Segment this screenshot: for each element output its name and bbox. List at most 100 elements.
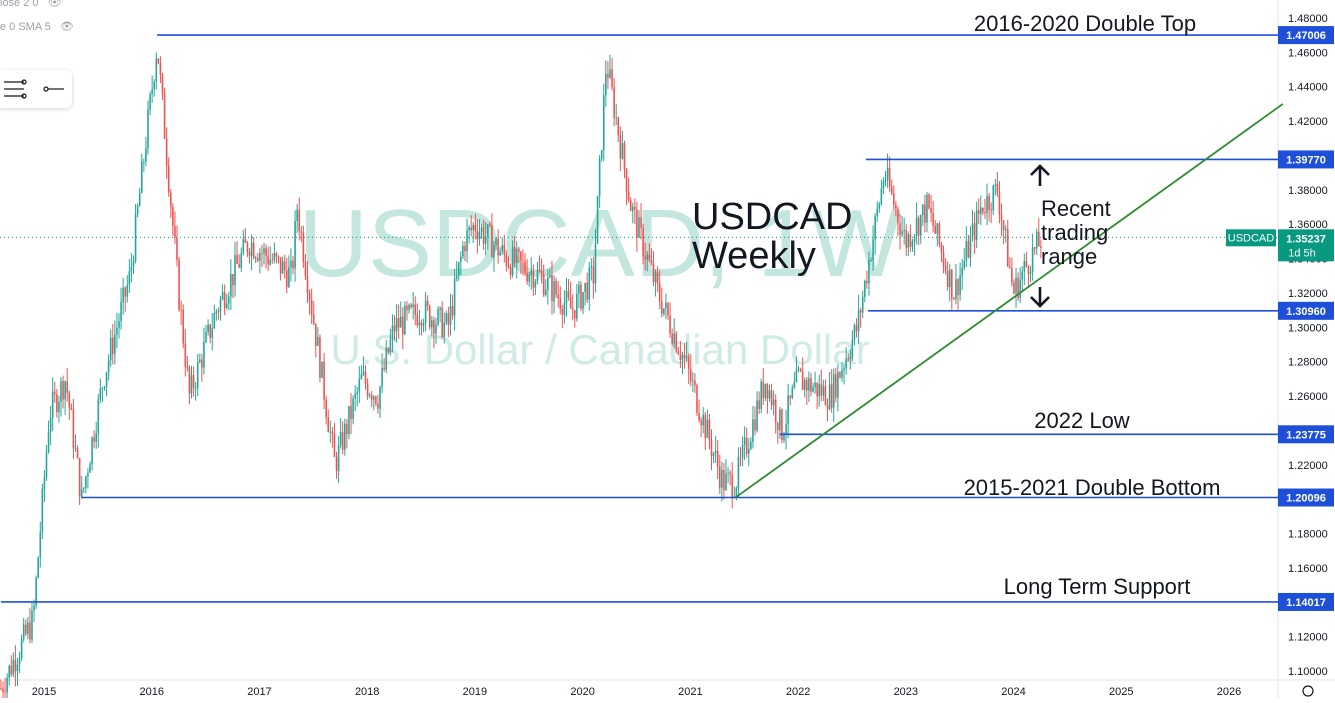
candle-body (507, 265, 510, 267)
candle-body (62, 381, 64, 400)
y-tick-label: 1.16000 (1288, 563, 1328, 575)
eye-off-icon[interactable]: 👁 (47, 0, 62, 9)
candle-body (424, 300, 427, 324)
candle-body (689, 368, 692, 382)
watermark-description: U.S. Dollar / Canadian Dollar (330, 326, 869, 373)
candle-body (130, 266, 133, 272)
candle-body (60, 381, 62, 402)
candle-body (747, 449, 750, 454)
candle-body (445, 313, 448, 323)
candle-body (942, 252, 945, 266)
candle-body (453, 278, 456, 316)
candle-body (586, 282, 588, 300)
level-annotation-label: 2016-2020 Double Top (974, 11, 1196, 36)
candle-body (948, 269, 951, 288)
candle-body (571, 308, 574, 311)
candle-body (18, 658, 21, 665)
candle-body (431, 320, 433, 328)
candle-body (6, 677, 8, 693)
settings-icon[interactable] (1302, 685, 1314, 697)
candle-body (994, 184, 997, 186)
candle-body (940, 244, 943, 253)
candle-body (843, 368, 845, 371)
candle-body (642, 227, 644, 257)
candle-body (370, 395, 373, 400)
candle-body (617, 117, 620, 136)
candle-body (236, 255, 238, 264)
candle-body (395, 317, 398, 332)
candle-body (472, 224, 475, 231)
candle-body (360, 374, 363, 380)
candle-body (644, 256, 647, 260)
candle-body (159, 63, 162, 75)
candle-body (225, 303, 228, 308)
candle-body (499, 251, 501, 256)
candle-body (24, 624, 27, 634)
candle-body (470, 227, 472, 231)
y-tick-label: 1.30000 (1288, 322, 1328, 334)
candle-body (762, 381, 765, 399)
candle-body (234, 255, 236, 286)
candle-body (93, 437, 95, 442)
candle-body (207, 324, 209, 332)
candle-body (215, 311, 218, 314)
candle-body (321, 361, 323, 378)
candle-body (793, 382, 796, 388)
candle-body (126, 285, 129, 297)
candle-body (397, 317, 400, 328)
candle-body (551, 275, 553, 302)
candle-body (884, 179, 887, 182)
candle-body (980, 207, 982, 214)
candle-body (656, 272, 659, 284)
candlestick-series (0, 52, 1042, 703)
candle-body (10, 665, 13, 675)
object-tree-icon[interactable] (4, 79, 27, 99)
candle-body (634, 206, 636, 210)
candle-body (567, 290, 570, 298)
candle-body (408, 304, 410, 311)
eye-off-icon[interactable]: 👁 (59, 21, 74, 33)
candle-body (795, 369, 798, 383)
candle-body (735, 488, 738, 497)
candle-body (675, 333, 678, 352)
candle-body (965, 241, 968, 261)
candle-body (252, 242, 255, 259)
trendline[interactable] (735, 103, 1284, 499)
candle-body (853, 325, 856, 340)
candle-body (418, 322, 421, 326)
candle-body (1021, 271, 1024, 280)
line-tool-icon[interactable] (43, 86, 64, 92)
candle-body (849, 357, 852, 360)
candle-body (590, 266, 593, 268)
candle-body (859, 310, 862, 313)
candle-body (261, 253, 263, 254)
candle-body (37, 557, 39, 578)
candle-body (532, 270, 535, 288)
candle-body (288, 267, 290, 287)
candle-body (111, 337, 114, 355)
candle-body (625, 169, 628, 193)
candle-body (905, 230, 908, 248)
candle-body (230, 274, 232, 297)
candle-body (460, 256, 462, 263)
candle-body (31, 610, 33, 640)
candle-body (700, 420, 702, 426)
current-price-label: 1.35237 (1286, 233, 1326, 245)
candle-body (205, 331, 207, 342)
candle-body (484, 236, 487, 244)
candle-body (992, 185, 995, 211)
candle-body (190, 375, 193, 394)
candle-body (51, 391, 54, 418)
candle-body (192, 375, 195, 388)
candle-body (298, 209, 301, 232)
candle-body (286, 270, 288, 287)
candle-body (911, 241, 914, 247)
chart-title-line-1: USDCAD (692, 196, 852, 238)
arrow-up-icon (1030, 164, 1050, 186)
candle-body (0, 688, 2, 689)
candle-body (120, 301, 122, 322)
candle-body (194, 387, 197, 389)
range-annotation-line-3: range (1041, 244, 1097, 269)
